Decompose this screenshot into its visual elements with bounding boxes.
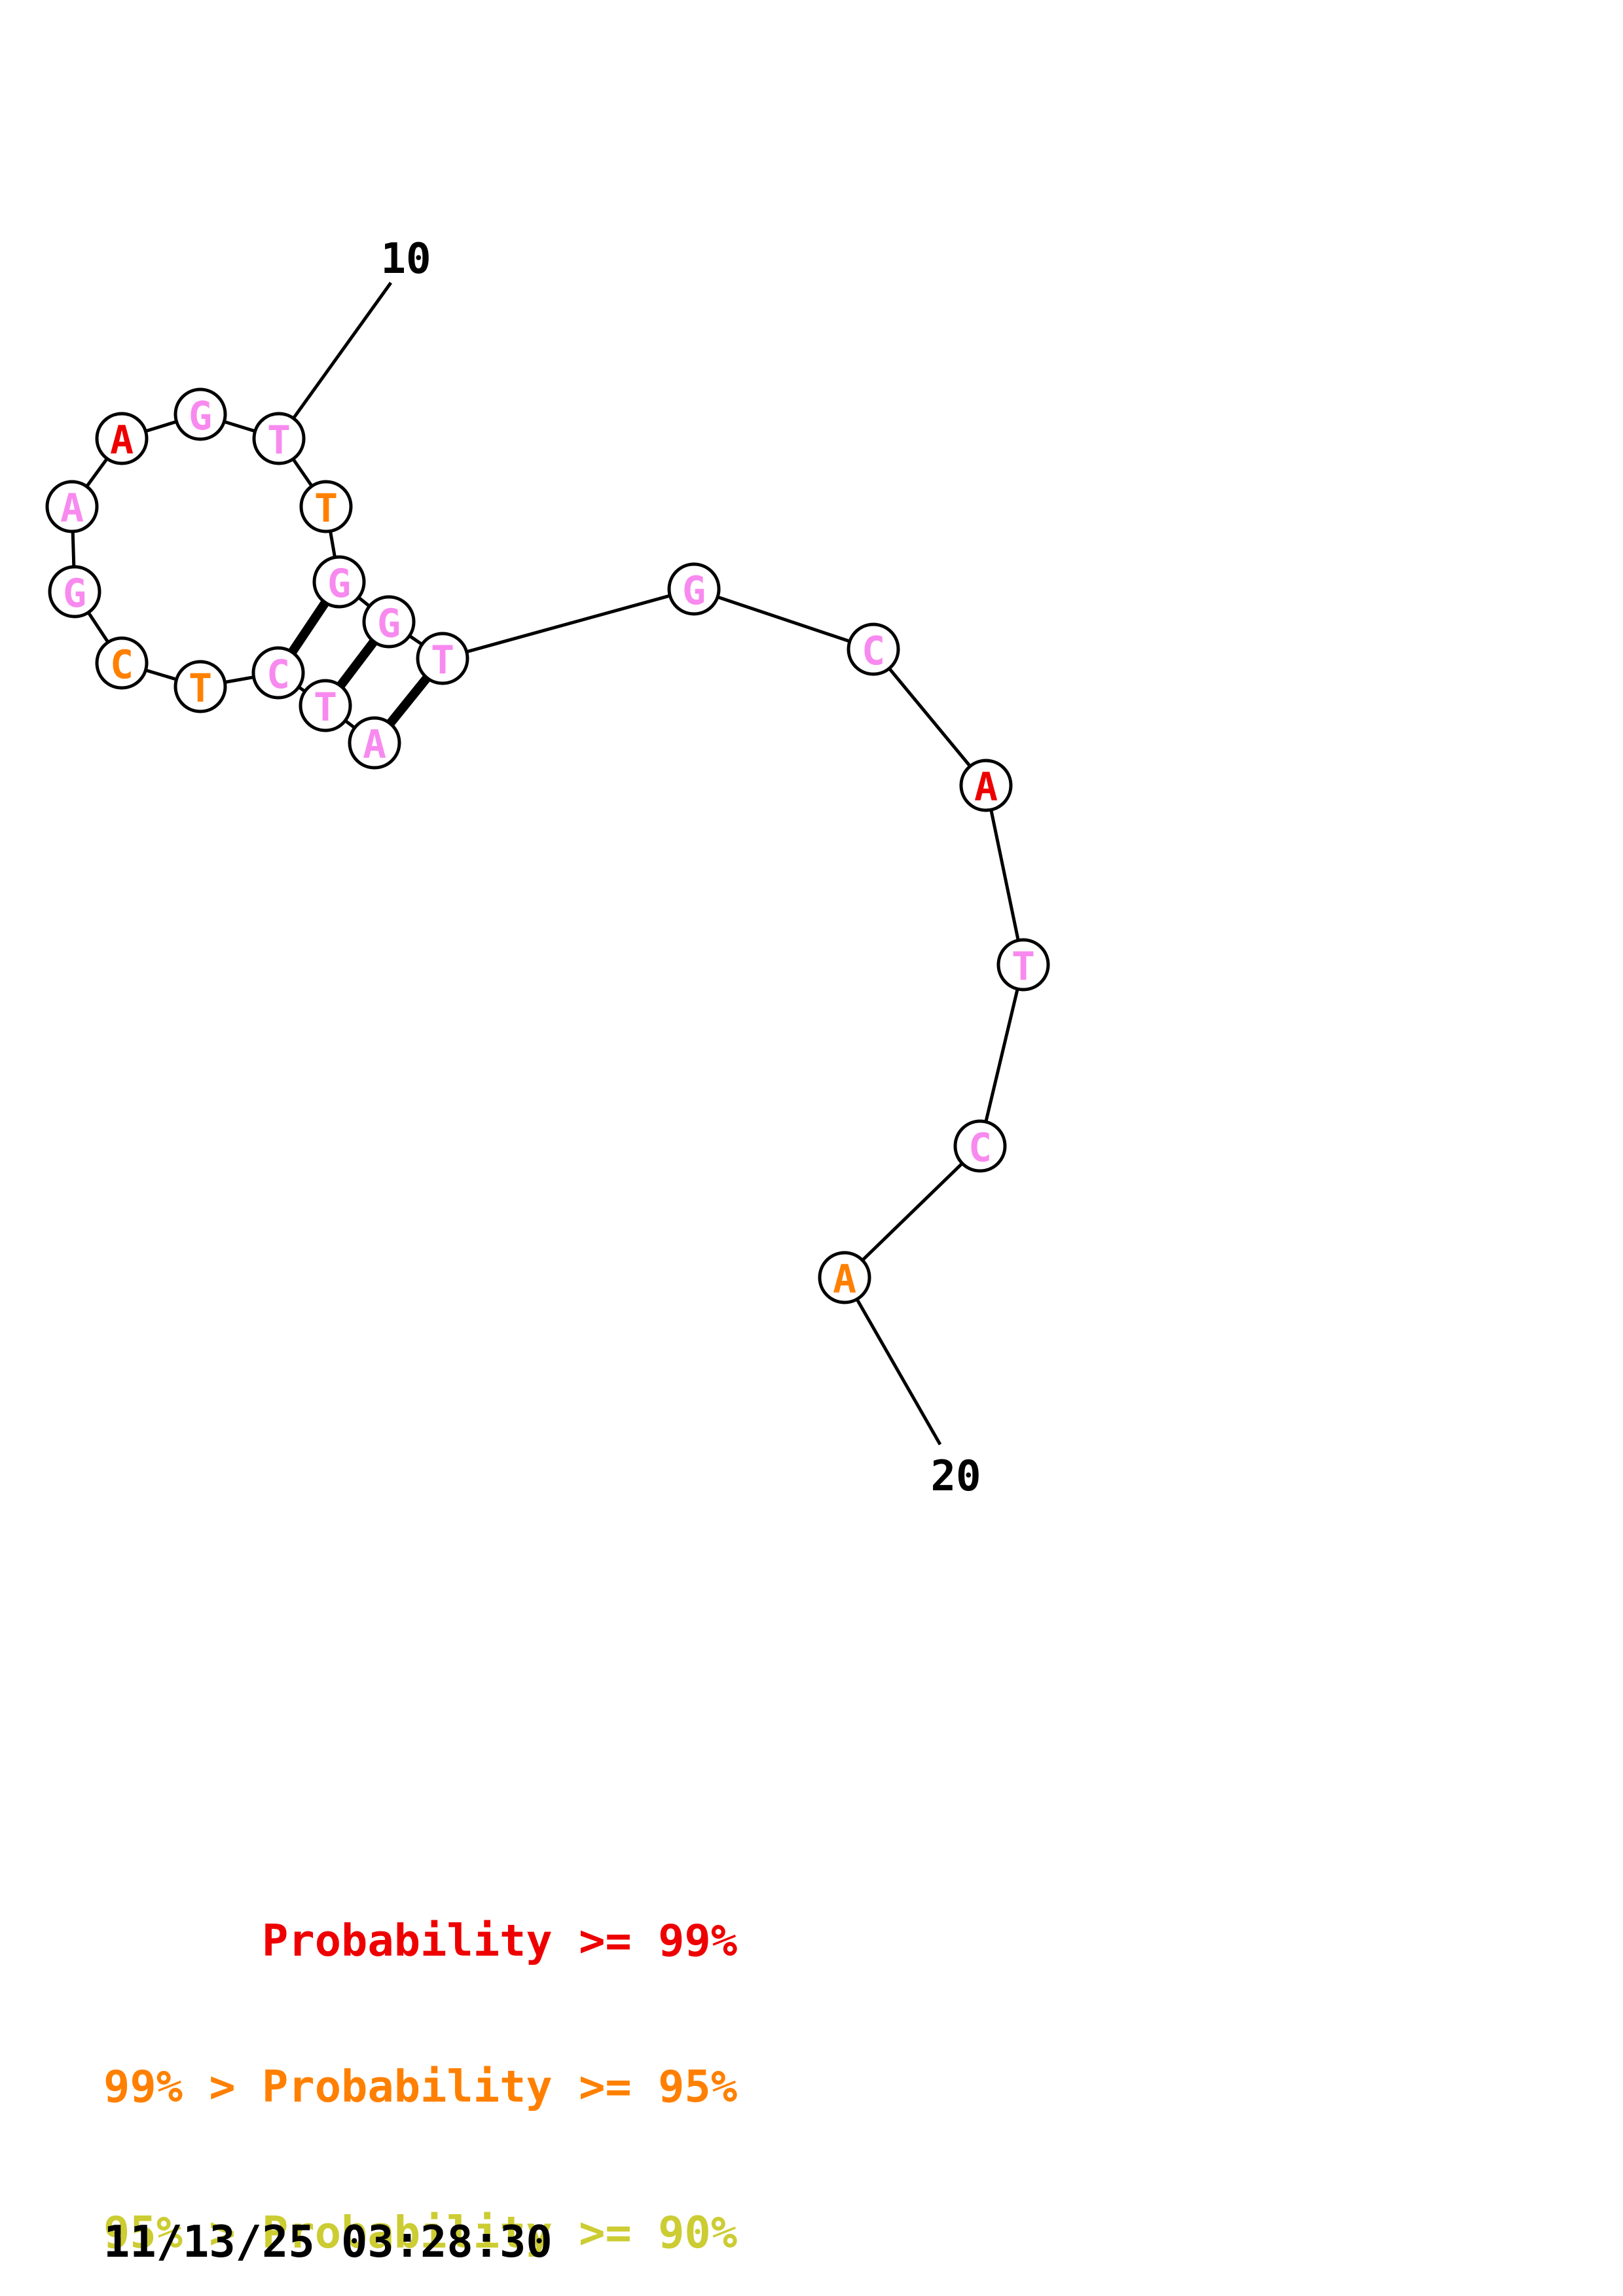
nucleotide-10-T: T — [252, 412, 306, 465]
nucleotide-letter-2: T — [314, 685, 337, 730]
nucleotide-letter-4: T — [189, 666, 212, 711]
plot-timestamp: 11/13/25 03:28:30 — [103, 2216, 553, 2267]
nucleotide-8-A: A — [95, 412, 149, 465]
nucleotide-circle-8 — [95, 412, 149, 465]
nucleotide-letter-10: T — [267, 418, 291, 463]
nucleotide-circle-15 — [667, 562, 721, 616]
nucleotide-letter-11: T — [314, 486, 338, 531]
nucleotide-circle-1 — [348, 716, 401, 770]
backbone-19-20 — [843, 1145, 981, 1279]
nucleotide-16-C: C — [847, 622, 900, 676]
nucleotide-11-T: T — [299, 480, 353, 533]
nucleotide-3-C: C — [251, 646, 305, 700]
number-labels: 10 20 — [380, 235, 981, 1501]
nucleotide-circle-17 — [959, 759, 1013, 812]
nucleotide-18-T: T — [996, 938, 1050, 992]
backbone-15-16 — [693, 587, 874, 651]
nucleotide-2-T: T — [299, 679, 352, 732]
backbone-17-18 — [984, 785, 1025, 965]
nucleotide-circle-9 — [173, 387, 227, 441]
nucleotide-12-G: G — [312, 555, 366, 609]
nucleotide-1-A: A — [348, 716, 401, 770]
nucleotide-letter-19: C — [968, 1125, 992, 1171]
nucleotide-letter-3: C — [266, 652, 290, 698]
legend-row-p95: 99% > Probability >= 95% — [103, 2061, 738, 2113]
nucleotide-15-G: G — [667, 562, 721, 616]
nucleotide-20-A: A — [818, 1251, 871, 1304]
backbone-18-19 — [978, 964, 1025, 1147]
nucleotide-letter-7: A — [60, 486, 84, 531]
nucleotide-circle-11 — [299, 480, 353, 533]
position-label-20: 20 — [930, 1452, 981, 1501]
nucleotide-17-A: A — [959, 759, 1013, 812]
nucleotide-letter-12: G — [327, 561, 351, 607]
nucleotide-14-T: T — [416, 632, 469, 685]
nucleotide-5-C: C — [95, 636, 149, 690]
nucleotide-circle-14 — [416, 632, 469, 685]
label-line-20 — [843, 1276, 942, 1446]
number-label-lines — [277, 281, 942, 1446]
nucleotide-9-G: G — [173, 387, 227, 441]
nucleotide-4-T: T — [173, 660, 227, 713]
nucleotide-circle-16 — [847, 622, 900, 676]
nucleotide-6-G: G — [48, 565, 101, 619]
nucleotide-letter-16: C — [862, 628, 885, 674]
legend-row-p90: 95% > Probability >= 90% — [103, 2207, 738, 2259]
probability-legend: Probability >= 99% 99% > Probability >= … — [103, 1819, 737, 2296]
backbone-lines — [70, 412, 1025, 1279]
nucleotide-circle-4 — [173, 660, 227, 713]
nucleotide-letter-13: G — [377, 601, 401, 647]
label-line-10 — [277, 281, 393, 440]
nucleotide-circle-2 — [299, 679, 352, 732]
nucleotide-13-G: G — [362, 595, 416, 649]
nucleotide-letter-1: A — [363, 722, 386, 768]
nucleotide-letter-9: G — [189, 393, 212, 439]
nucleotide-letter-17: A — [974, 764, 998, 810]
nucleotide-circle-13 — [362, 595, 416, 649]
nucleotide-circle-12 — [312, 555, 366, 609]
nucleotide-circle-10 — [252, 412, 306, 465]
nucleotide-letter-6: G — [63, 571, 86, 617]
nucleotide-letter-5: C — [110, 642, 134, 688]
backbone-14-15 — [442, 587, 695, 660]
nucleotide-circle-19 — [953, 1119, 1007, 1173]
nucleotide-letter-8: A — [110, 418, 134, 463]
position-label-10: 10 — [380, 235, 431, 283]
nucleotide-circle-6 — [48, 565, 101, 619]
nucleotide-letter-20: A — [833, 1257, 856, 1302]
backbone-16-17 — [872, 648, 987, 787]
nucleotide-7-A: A — [45, 480, 99, 533]
nucleotide-letter-18: T — [1012, 944, 1035, 990]
nucleotide-circle-7 — [45, 480, 99, 533]
nucleotide-letter-14: T — [431, 637, 454, 683]
legend-row-p99: Probability >= 99% — [103, 1914, 738, 1966]
nucleotide-circle-20 — [818, 1251, 871, 1304]
nucleotide-letter-15: G — [682, 568, 706, 614]
nucleotide-19-C: C — [953, 1119, 1007, 1173]
nucleotide-circle-5 — [95, 636, 149, 690]
nucleotide-circle-18 — [996, 938, 1050, 992]
nucleotide-circle-3 — [251, 646, 305, 700]
